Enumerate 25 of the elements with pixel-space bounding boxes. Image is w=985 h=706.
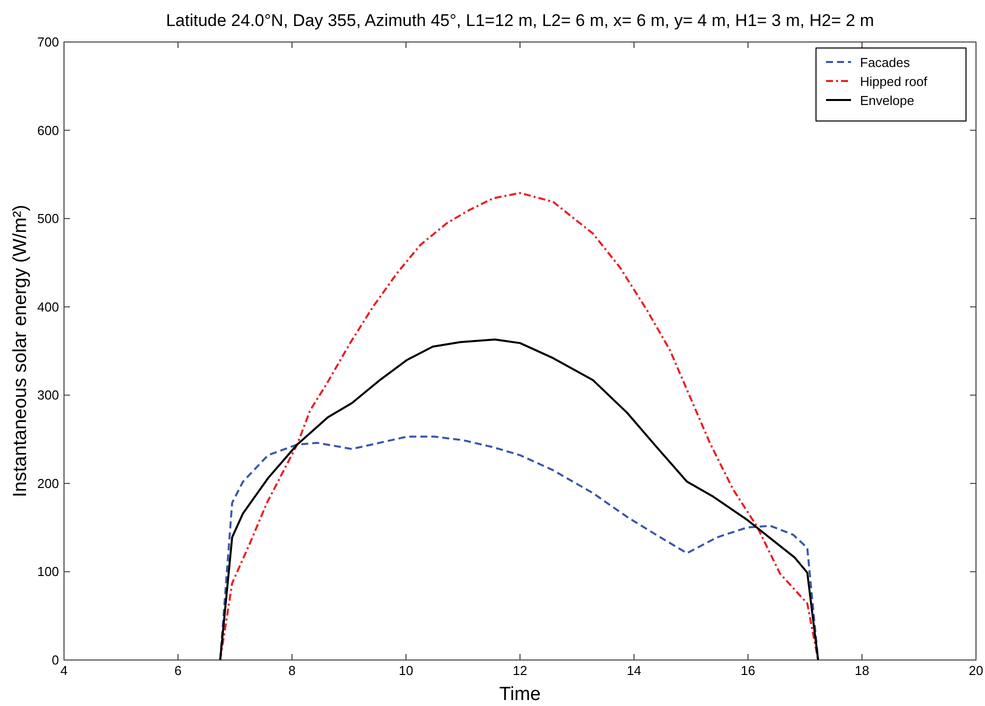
x-tick-label: 20 [968,663,984,678]
x-tick-label: 16 [740,663,756,678]
legend-label: Envelope [860,93,914,108]
legend-label: Hipped roof [860,74,928,89]
y-tick-label: 400 [37,299,59,314]
y-axis-title: Instantaneous solar energy (W/m²) [10,204,31,498]
line-series [219,338,820,661]
chart-title: Latitude 24.0°N, Day 355, Azimuth 45°, L1=12 m, L2= 6 m, x= 6 m, y= 4 m, H1= 3 m, H2= 2 m [166,11,874,30]
x-tick-label: 18 [854,663,870,678]
line-series [219,192,820,661]
x-tick-label: 12 [512,663,528,678]
y-tick-label: 0 [52,652,59,668]
y-tick-label: 500 [37,211,59,226]
y-tick-label: 200 [37,476,59,491]
y-tick-label: 100 [37,564,59,580]
y-tick-label: 700 [37,34,59,50]
x-tick-label: 10 [398,663,414,678]
x-tick-label: 14 [626,663,642,678]
x-tick-label: 6 [174,663,182,678]
y-tick-label: 300 [37,388,59,403]
legend-label: Facades [860,55,910,70]
x-tick-label: 4 [60,663,68,678]
x-axis-title: Time [499,684,541,705]
x-tick-label: 8 [288,663,296,678]
y-tick-label: 600 [37,122,59,138]
